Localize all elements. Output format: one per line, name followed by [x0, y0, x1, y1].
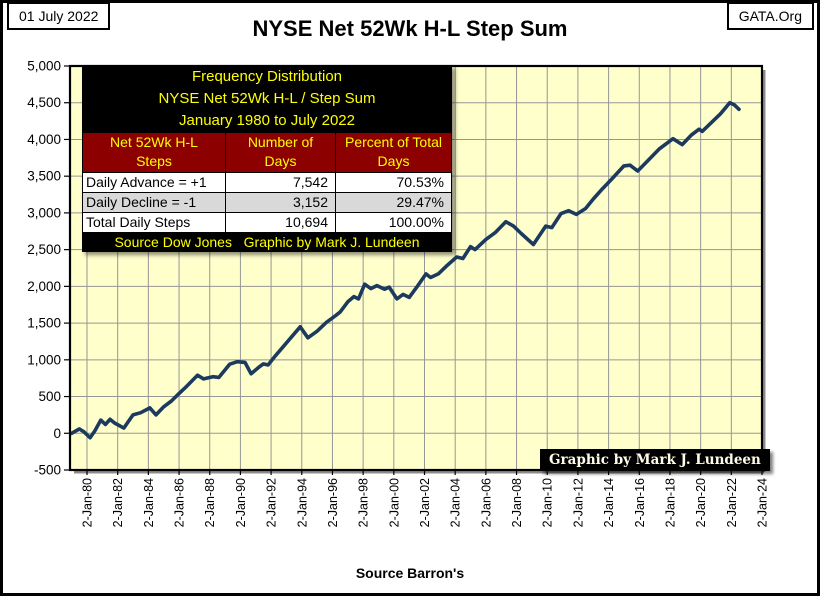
- x-tick-label: 2-Jan-94: [295, 478, 309, 527]
- frequency-distribution-table: Frequency Distribution NYSE Net 52Wk H-L…: [82, 65, 452, 252]
- row-days: 7,542: [225, 172, 335, 192]
- x-tick-label: 2-Jan-90: [234, 478, 248, 527]
- x-tick-label: 2-Jan-16: [633, 478, 647, 527]
- x-tick-label: 2-Jan-14: [602, 478, 616, 527]
- y-tick-label: 4,500: [27, 95, 61, 110]
- y-tick-label: 2,500: [27, 242, 61, 257]
- table-row: Total Daily Steps 10,694 100.00%: [82, 212, 452, 232]
- y-tick-label: 500: [38, 389, 61, 404]
- row-label: Daily Advance = +1: [82, 172, 225, 192]
- column-header-steps: Net 52Wk H-L Steps: [82, 133, 225, 172]
- step-sum-line: [69, 100, 741, 440]
- table-title-line: NYSE Net 52Wk H-L / Step Sum: [158, 90, 376, 107]
- y-tick-label: 5,000: [27, 59, 61, 74]
- gata-org-label: GATA.Org: [738, 8, 802, 24]
- graphic-credit-badge: Graphic by Mark J. Lundeen: [540, 449, 770, 471]
- y-tick-label: 2,000: [27, 279, 61, 294]
- source-barrons-label: Source Barron's: [355, 565, 465, 581]
- y-tick-label: 3,500: [27, 169, 61, 184]
- x-tick-label: 2-Jan-86: [173, 478, 187, 527]
- row-days: 3,152: [225, 192, 335, 212]
- x-tick-label: 2-Jan-24: [756, 478, 770, 527]
- y-tick-label: 4,000: [27, 132, 61, 147]
- x-tick-label: 2-Jan-08: [510, 478, 524, 527]
- row-percent: 29.47%: [335, 192, 452, 212]
- chart-title: NYSE Net 52Wk H-L Step Sum: [252, 16, 568, 41]
- y-tick-label: 3,000: [27, 205, 61, 220]
- table-row: Daily Advance = +1 7,542 70.53%: [82, 172, 452, 192]
- x-tick-label: 2-Jan-18: [663, 478, 677, 527]
- x-tick-label: 2-Jan-04: [449, 478, 463, 527]
- table-source-footer: Source Dow Jones Graphic by Mark J. Lund…: [82, 232, 452, 252]
- table-header-row: Net 52Wk H-L Steps Number of Days Percen…: [82, 133, 452, 172]
- x-tick-label: 2-Jan-84: [142, 478, 156, 527]
- x-tick-label: 2-Jan-98: [357, 478, 371, 527]
- x-tick-label: 2-Jan-96: [326, 478, 340, 527]
- table-title-block: Frequency Distribution NYSE Net 52Wk H-L…: [82, 65, 452, 133]
- x-tick-label: 2-Jan-92: [265, 478, 279, 527]
- table-title-line: Frequency Distribution: [191, 68, 343, 85]
- row-label: Total Daily Steps: [82, 212, 225, 232]
- column-header-percent: Percent of Total Days: [335, 133, 452, 172]
- row-percent: 70.53%: [335, 172, 452, 192]
- x-tick-label: 2-Jan-88: [203, 478, 217, 527]
- table-title-line: January 1980 to July 2022: [179, 112, 355, 129]
- date-box: 01 July 2022: [7, 2, 111, 30]
- x-tick-label: 2-Jan-06: [479, 478, 493, 527]
- x-tick-label: 2-Jan-02: [418, 478, 432, 527]
- x-tick-label: 2-Jan-20: [694, 478, 708, 527]
- y-tick-label: 1,000: [27, 352, 61, 367]
- date-label: 01 July 2022: [19, 8, 99, 24]
- y-tick-label: 1,500: [27, 316, 61, 331]
- table-row: Daily Decline = -1 3,152 29.47%: [82, 192, 452, 212]
- row-label: Daily Decline = -1: [82, 192, 225, 212]
- x-tick-label: 2-Jan-10: [541, 478, 555, 527]
- x-tick-label: 2-Jan-80: [81, 478, 95, 527]
- gata-org-box: GATA.Org: [726, 2, 814, 30]
- x-tick-label: 2-Jan-12: [571, 478, 585, 527]
- x-tick-label: 2-Jan-22: [725, 478, 739, 527]
- x-tick-label: 2-Jan-00: [387, 478, 401, 527]
- y-tick-label: -500: [34, 463, 61, 478]
- y-tick-label: 0: [53, 426, 61, 441]
- row-percent: 100.00%: [335, 212, 452, 232]
- x-tick-label: 2-Jan-82: [111, 478, 125, 527]
- row-days: 10,694: [225, 212, 335, 232]
- column-header-days: Number of Days: [225, 133, 335, 172]
